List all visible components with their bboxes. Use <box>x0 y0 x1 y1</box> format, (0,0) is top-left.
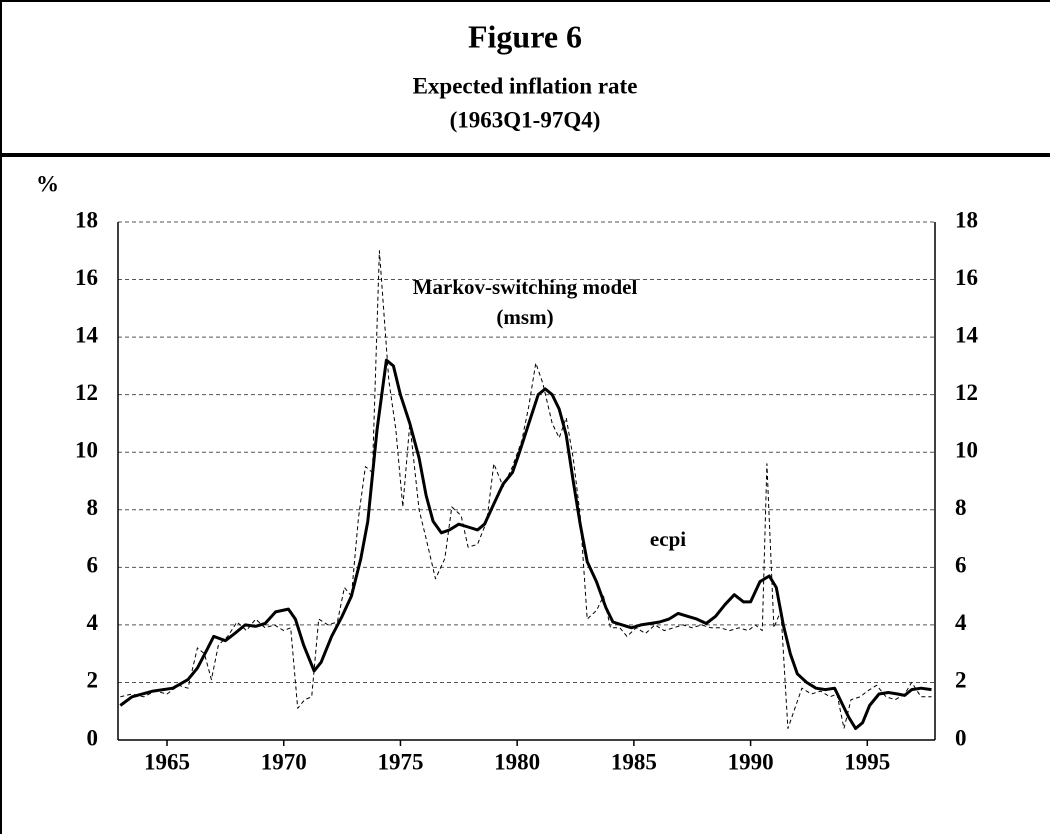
series-line <box>119 358 932 730</box>
x-tick-label: 1980 <box>494 749 540 774</box>
x-tick-label: 1990 <box>728 749 774 774</box>
annotation: ecpi <box>650 527 686 551</box>
series-line <box>120 250 932 729</box>
y-tick-label: 6 <box>87 553 99 578</box>
y-tick-label: 8 <box>87 495 99 520</box>
chart-title: Figure 6 <box>468 18 582 54</box>
y2-tick-label: 8 <box>955 495 967 520</box>
x-tick-label: 1970 <box>261 749 307 774</box>
y-tick-label: 18 <box>75 207 98 232</box>
x-tick-label: 1965 <box>144 749 190 774</box>
y-tick-label: 12 <box>75 380 98 405</box>
y2-tick-label: 0 <box>955 725 967 750</box>
y-tick-label: 16 <box>75 265 98 290</box>
y2-tick-label: 12 <box>955 380 978 405</box>
y-tick-label: 0 <box>87 725 99 750</box>
y2-tick-label: 2 <box>955 668 967 693</box>
y2-tick-label: 10 <box>955 438 978 463</box>
y2-tick-label: 14 <box>955 322 979 347</box>
y2-tick-label: 18 <box>955 207 978 232</box>
x-tick-label: 1995 <box>844 749 890 774</box>
chart-period: (1963Q1-97Q4) <box>450 107 601 132</box>
y2-tick-label: 16 <box>955 265 978 290</box>
y-axis-label: % <box>36 171 59 196</box>
y-tick-label: 10 <box>75 438 98 463</box>
chart-subtitle: Expected inflation rate <box>413 73 638 98</box>
y-tick-label: 2 <box>87 668 99 693</box>
y2-tick-label: 4 <box>955 610 967 635</box>
y2-tick-label: 6 <box>955 553 967 578</box>
x-tick-label: 1985 <box>611 749 657 774</box>
x-tick-label: 1975 <box>377 749 423 774</box>
annotation: Markov-switching model <box>413 275 638 299</box>
annotation: (msm) <box>496 305 553 329</box>
y-tick-label: 4 <box>87 610 99 635</box>
y-tick-label: 14 <box>75 322 99 347</box>
